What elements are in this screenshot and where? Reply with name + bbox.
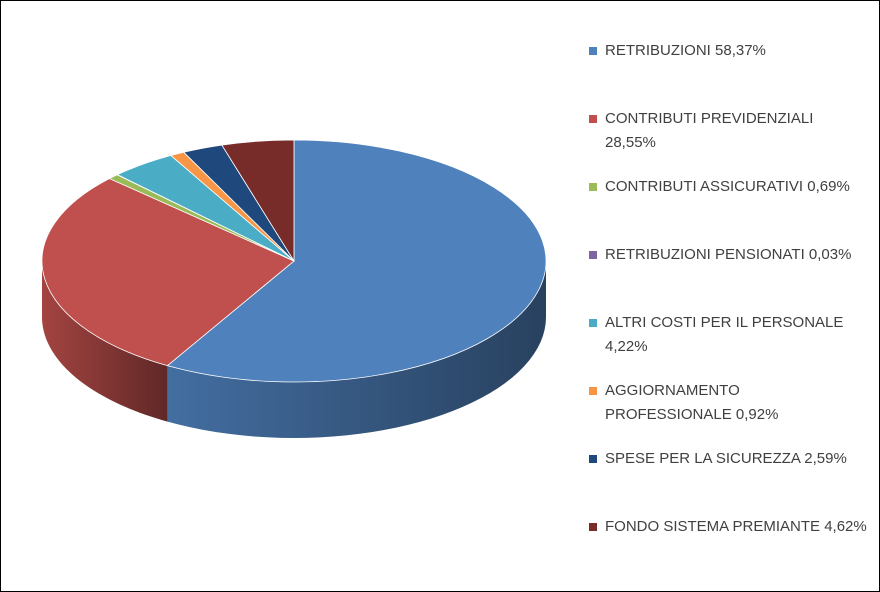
legend-swatch [589, 183, 597, 191]
legend-label: ALTRI COSTI PER IL PERSONALE [605, 314, 844, 331]
legend-value: 2,59% [804, 450, 847, 467]
pie-slice [41, 178, 295, 367]
legend-label: FONDO SISTEMA PREMIANTE [605, 518, 821, 535]
legend-text: RETRIBUZIONI PENSIONATI 0,03% [605, 243, 867, 267]
legend-value: 0,92% [735, 406, 779, 423]
legend-item: CONTRIBUTI ASSICURATIVI 0,69% [589, 177, 869, 245]
legend-value: 4,62% [824, 518, 867, 535]
legend-swatch [589, 387, 597, 395]
legend-label: CONTRIBUTI ASSICURATIVI [605, 178, 804, 195]
legend-item: AGGIORNAMENTO PROFESSIONALE 0,92% [589, 381, 869, 449]
legend-text: ALTRI COSTI PER IL PERSONALE 4,22% [605, 311, 867, 359]
pie-slice [221, 139, 295, 263]
legend-value: 28,55% [605, 134, 656, 151]
legend-text: CONTRIBUTI ASSICURATIVI 0,69% [605, 175, 867, 199]
legend-item: RETRIBUZIONI PENSIONATI 0,03% [589, 245, 869, 313]
legend-text: FONDO SISTEMA PREMIANTE 4,62% [605, 515, 867, 539]
pie-slice [166, 139, 547, 383]
legend-swatch [589, 47, 597, 55]
legend-swatch [589, 251, 597, 259]
legend-label: RETRIBUZIONI [605, 42, 711, 59]
pie-plot [41, 139, 547, 438]
legend-text: RETRIBUZIONI 58,37% [605, 39, 867, 63]
legend-item: ALTRI COSTI PER IL PERSONALE 4,22% [589, 313, 869, 381]
legend-label: AGGIORNAMENTO PROFESSIONALE [605, 382, 740, 423]
legend-text: SPESE PER LA SICUREZZA 2,59% [605, 447, 867, 471]
legend: RETRIBUZIONI 58,37% CONTRIBUTI PREVIDENZI… [589, 41, 869, 585]
legend-item: FONDO SISTEMA PREMIANTE 4,62% [589, 517, 869, 585]
legend-value: 4,22% [605, 338, 648, 355]
legend-item: RETRIBUZIONI 58,37% [589, 41, 869, 109]
legend-value: 58,37% [715, 42, 766, 59]
legend-value: 0,69% [807, 178, 850, 195]
legend-label: RETRIBUZIONI PENSIONATI [605, 246, 805, 263]
legend-label: CONTRIBUTI PREVIDENZIALI [605, 110, 814, 127]
legend-swatch [589, 455, 597, 463]
legend-value: 0,03% [808, 246, 852, 263]
legend-swatch [589, 319, 597, 327]
legend-label: SPESE PER LA SICUREZZA [605, 450, 801, 467]
pie-side [167, 261, 547, 438]
legend-text: AGGIORNAMENTO PROFESSIONALE 0,92% [605, 379, 867, 427]
legend-swatch [589, 523, 597, 531]
legend-swatch [589, 115, 597, 123]
legend-item: CONTRIBUTI PREVIDENZIALI 28,55% [589, 109, 869, 177]
legend-text: CONTRIBUTI PREVIDENZIALI 28,55% [605, 107, 867, 155]
legend-item: SPESE PER LA SICUREZZA 2,59% [589, 449, 869, 517]
